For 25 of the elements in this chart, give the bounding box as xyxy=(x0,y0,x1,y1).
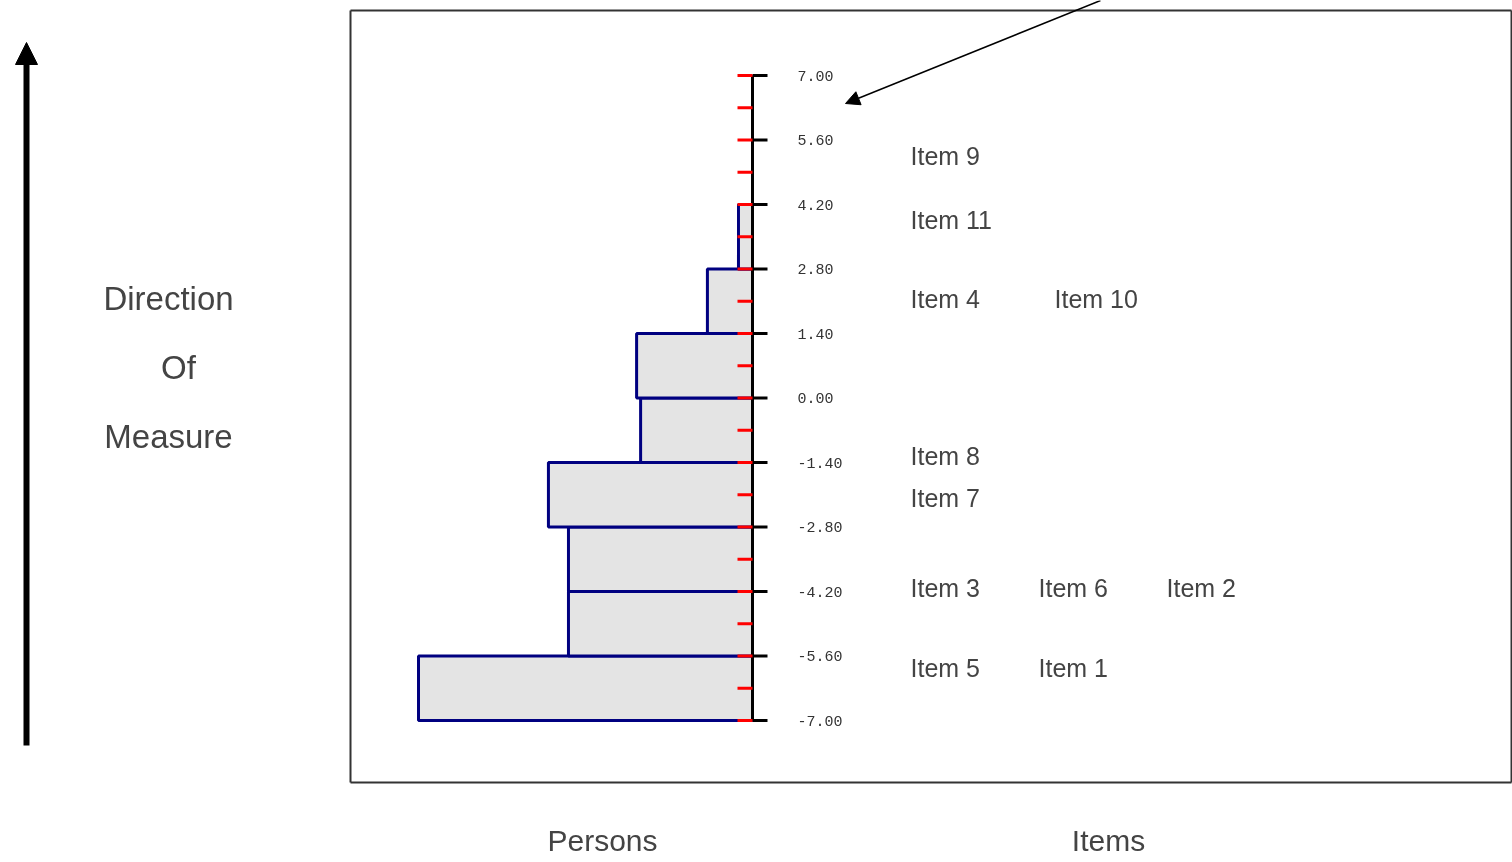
y-tick-label: 4.20 xyxy=(797,197,834,215)
text: Items xyxy=(1071,824,1146,857)
text: Item 9 xyxy=(910,141,980,170)
y-tick-label: -7.00 xyxy=(797,713,843,731)
text: Item 3 xyxy=(910,573,980,602)
y-tick-label: 1.40 xyxy=(797,326,834,344)
text: Item 6 xyxy=(1038,573,1108,602)
y-tick-label: 0.00 xyxy=(797,391,834,408)
y-tick-label: -5.60 xyxy=(797,649,843,666)
text: Item 11 xyxy=(910,205,993,234)
text: Direction Of Measure xyxy=(103,280,234,455)
y-tick-label: 7.00 xyxy=(797,68,834,86)
y-tick-label: -4.20 xyxy=(797,584,843,602)
text: Item 1 xyxy=(1038,653,1108,682)
text: Item 7 xyxy=(910,483,980,512)
text: Item 5 xyxy=(910,653,980,682)
text: Item 8 xyxy=(910,441,980,470)
text: Item 10 xyxy=(1054,284,1138,313)
y-tick-label: -2.80 xyxy=(797,520,843,537)
y-tick-label: -1.40 xyxy=(797,455,843,473)
text: Item 4 xyxy=(910,284,981,313)
y-tick-label: 2.80 xyxy=(797,262,834,279)
y-tick-label: 5.60 xyxy=(797,133,834,150)
text: Item 2 xyxy=(1166,573,1236,602)
text: Persons xyxy=(547,824,658,857)
